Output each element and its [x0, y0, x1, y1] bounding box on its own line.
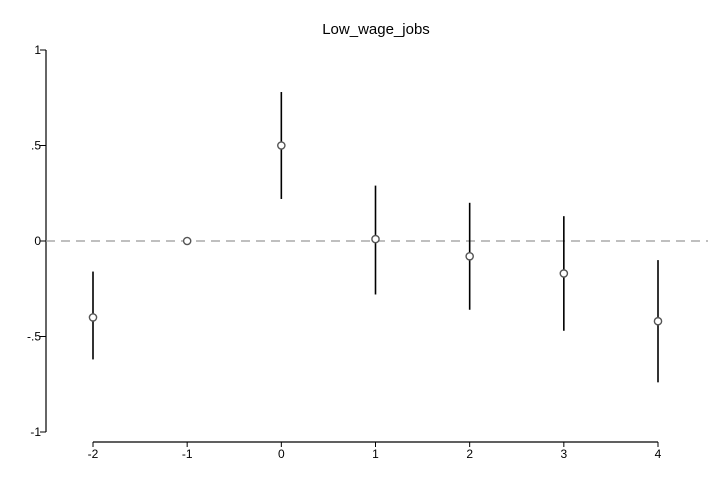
point-estimate [559, 269, 569, 278]
data-marks [88, 92, 663, 383]
point-estimate [371, 234, 380, 244]
point-estimate [653, 316, 663, 326]
x-axis-ticks: -2 -1 0 1 2 3 4 [88, 442, 662, 461]
point-estimate [182, 236, 192, 246]
x-tick-label: 4 [655, 447, 662, 461]
point-estimate [88, 313, 98, 322]
y-tick-label: .5 [31, 139, 41, 153]
point-estimate [465, 251, 474, 261]
y-tick-label: 0 [34, 234, 41, 248]
x-tick-label: 2 [466, 447, 473, 461]
x-tick-label: 0 [278, 447, 285, 461]
x-tick-label: 1 [372, 447, 379, 461]
chart-title: Low_wage_jobs [322, 21, 430, 38]
x-tick-label: -1 [182, 447, 193, 461]
x-tick-label: -2 [88, 447, 99, 461]
y-tick-label: -.5 [27, 330, 41, 344]
x-tick-label: 3 [560, 447, 567, 461]
y-axis-ticks: 1 .5 0 -.5 -1 [27, 43, 46, 439]
y-tick-label: 1 [34, 43, 41, 57]
point-estimate [277, 141, 286, 150]
y-tick-label: -1 [30, 425, 41, 439]
